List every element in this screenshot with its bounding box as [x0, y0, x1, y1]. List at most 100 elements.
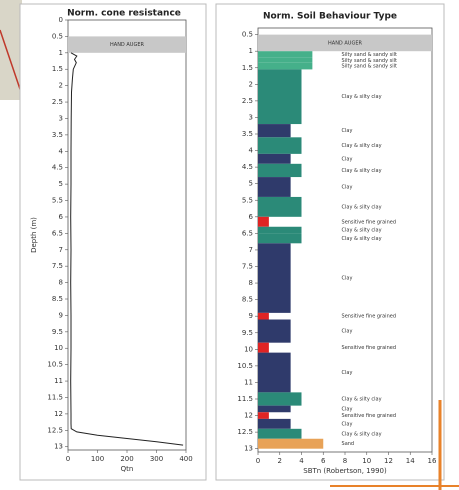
y-tick-label: 6.5	[52, 229, 63, 237]
y-tick-label: 5.5	[242, 196, 253, 204]
y-tick-label: 2.5	[242, 97, 253, 105]
sbt-bar	[258, 227, 302, 234]
layer-label: Sensitive fine grained	[342, 413, 396, 419]
hand-auger-label: HAND AUGER	[328, 40, 362, 46]
layer-label: Clay & silty clay	[342, 397, 382, 403]
sbt-bar	[258, 124, 291, 137]
sbt-bar	[258, 51, 312, 58]
y-tick-label: 3.5	[52, 131, 63, 139]
layer-label: Clay & silty clay	[342, 431, 382, 437]
sbt-bar	[258, 69, 302, 124]
y-tick-label: 8.5	[52, 295, 63, 303]
y-tick-label: 7	[249, 246, 253, 254]
y-tick-label: 12	[54, 410, 63, 418]
y-tick-label: 5	[249, 180, 253, 188]
y-tick-label: 7.5	[52, 262, 63, 270]
y-tick-label: 4.5	[242, 163, 253, 171]
plot-area	[68, 20, 186, 450]
x-tick-label: 6	[321, 457, 326, 465]
sbt-bar	[258, 154, 291, 164]
layer-label: Clay & silty clay	[342, 204, 382, 210]
layer-label: Clay	[342, 370, 353, 376]
y-tick-label: 1	[59, 49, 63, 57]
sbt-bar	[258, 63, 312, 70]
y-tick-label: 13	[54, 443, 63, 451]
y-tick-label: 9	[249, 312, 253, 320]
y-tick-label: 4	[59, 147, 64, 155]
x-tick-label: 0	[256, 457, 260, 465]
y-tick-label: 7.5	[242, 263, 253, 271]
x-tick-label: 14	[406, 457, 415, 465]
y-tick-label: 6.5	[242, 229, 253, 237]
sbt-bar	[258, 233, 302, 243]
layer-label: Clay & silty clay	[342, 94, 382, 100]
sbt-bar	[258, 58, 312, 63]
y-tick-label: 0	[59, 16, 63, 24]
y-tick-label: 4	[249, 147, 254, 155]
layer-label: Clay & silty clay	[342, 143, 382, 149]
layer-label: Clay & silty clay	[342, 228, 382, 234]
y-tick-label: 6	[249, 213, 254, 221]
sbt-bar	[258, 313, 269, 320]
x-tick-label: 0	[66, 455, 70, 463]
x-tick-label: 8	[343, 457, 347, 465]
y-tick-label: 9	[59, 311, 63, 319]
layer-label: Sensitive fine grained	[342, 219, 396, 225]
y-tick-label: 2	[249, 80, 253, 88]
y-tick-label: 11.5	[47, 393, 63, 401]
x-tick-label: 16	[428, 457, 437, 465]
chart-title: Norm. cone resistance	[67, 9, 181, 19]
layer-label: Clay	[342, 421, 353, 427]
y-tick-label: 10	[54, 344, 63, 352]
layer-label: Sensitive fine grained	[342, 345, 396, 351]
x-tick-label: 12	[384, 457, 393, 465]
sbt-bar	[258, 439, 323, 449]
sbt-bar	[258, 406, 291, 413]
y-tick-label: 12	[244, 412, 253, 420]
y-tick-label: 12.5	[47, 426, 63, 434]
x-tick-label: 2	[278, 457, 282, 465]
y-tick-label: 3	[59, 114, 63, 122]
layer-label: Clay	[342, 185, 353, 191]
y-tick-label: 11.5	[237, 395, 253, 403]
sbt-bar	[258, 343, 269, 353]
y-tick-label: 11	[244, 378, 253, 386]
y-tick-label: 11	[54, 377, 63, 385]
y-tick-label: 1.5	[242, 64, 253, 72]
y-tick-label: 3	[249, 113, 253, 121]
y-tick-label: 1.5	[52, 65, 63, 73]
layer-label: Clay & silty clay	[342, 236, 382, 242]
sbt-bar	[258, 137, 302, 154]
y-tick-label: 9.5	[52, 328, 63, 336]
y-tick-label: 7	[59, 246, 63, 254]
sbt-bar	[258, 243, 291, 313]
y-tick-label: 10	[244, 345, 253, 353]
y-tick-label: 12.5	[237, 428, 253, 436]
y-tick-label: 5.5	[52, 197, 63, 205]
y-tick-label: 0.5	[242, 31, 253, 39]
y-tick-label: 3.5	[242, 130, 253, 138]
y-axis-label: Depth (m)	[30, 217, 38, 253]
layer-label: Clay & silty clay	[342, 168, 382, 174]
layer-label: Clay	[342, 406, 353, 412]
x-tick-label: 300	[150, 455, 163, 463]
sbt-bar	[258, 320, 291, 343]
x-tick-label: 10	[362, 457, 371, 465]
sbt-bar	[258, 217, 269, 227]
y-tick-label: 6	[59, 213, 64, 221]
layer-label: Clay	[342, 128, 353, 134]
x-axis-label: SBTn (Robertson, 1990)	[303, 467, 387, 475]
x-tick-label: 200	[120, 455, 133, 463]
y-tick-label: 8	[249, 279, 253, 287]
y-tick-label: 10.5	[47, 361, 63, 369]
y-tick-label: 8.5	[242, 296, 253, 304]
layer-label: Clay	[342, 156, 353, 162]
sbt-bar	[258, 392, 302, 405]
x-axis-label: Qtn	[121, 465, 134, 473]
y-tick-label: 1	[249, 47, 253, 55]
hand-auger-label: HAND AUGER	[110, 42, 144, 48]
sbt-bar	[258, 353, 291, 393]
layer-label: Clay	[342, 276, 353, 282]
y-tick-label: 13	[244, 445, 253, 453]
sbt-bar	[258, 419, 291, 429]
